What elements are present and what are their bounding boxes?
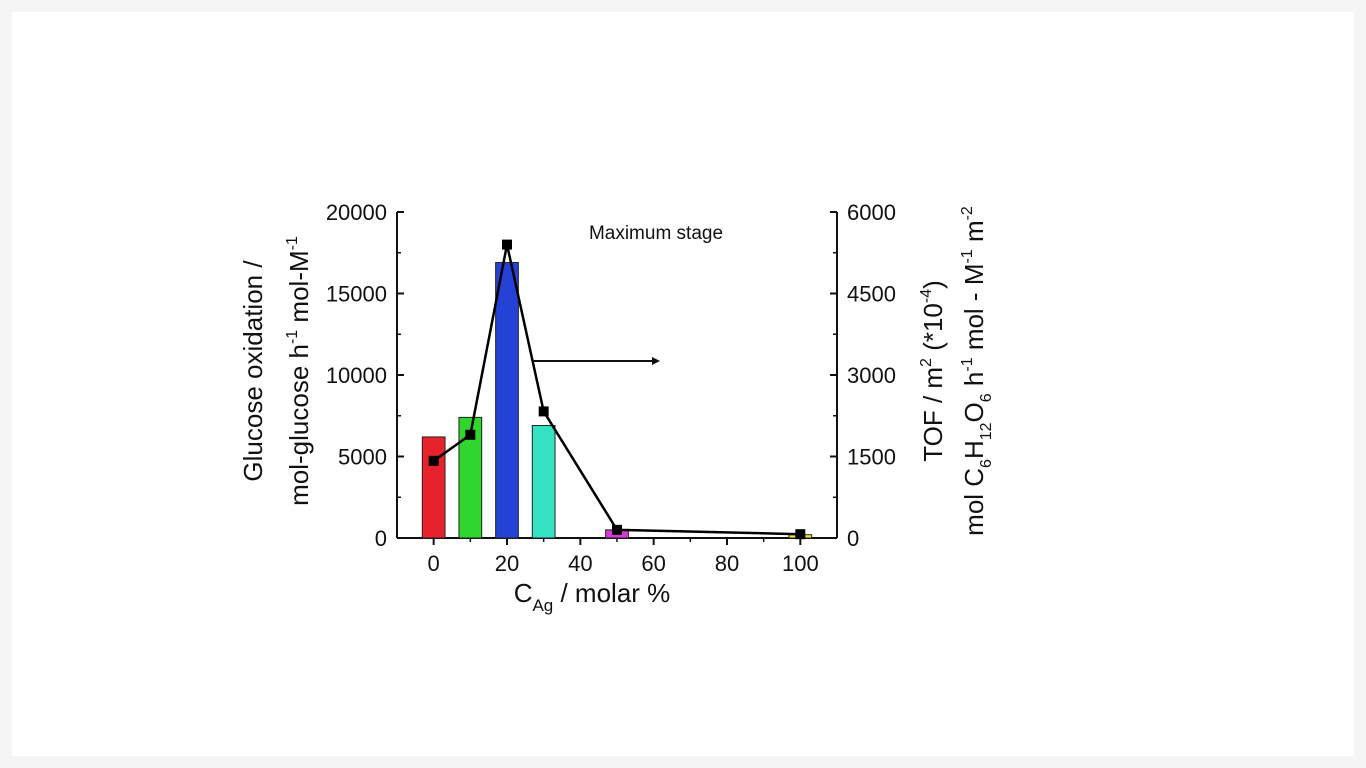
right-label2-sup3: -2 xyxy=(959,206,976,220)
left-tick-label: 20000 xyxy=(326,200,387,225)
x-axis-ticks: 0 20 40 60 80 100 xyxy=(428,538,819,576)
x-tick-label: 60 xyxy=(641,551,665,576)
x-axis-label-main: C xyxy=(514,578,533,608)
tof-point xyxy=(612,524,622,535)
right-label1-sup1: 2 xyxy=(918,358,935,367)
right-tick-label: 6000 xyxy=(847,200,896,225)
bar xyxy=(531,425,556,539)
right-axis-label-line1: TOF / m2 (*10-4) xyxy=(918,280,948,462)
right-label2-f: m xyxy=(959,220,989,249)
tof-line xyxy=(432,244,801,536)
x-tick-label: 100 xyxy=(782,551,819,576)
right-label1-sup2: -4 xyxy=(918,289,935,303)
tof-point xyxy=(795,529,806,540)
annotation-arrow-head xyxy=(652,357,660,365)
right-tick-label: 4500 xyxy=(847,282,896,307)
tof-point xyxy=(538,406,549,417)
right-label2-a: mol C xyxy=(959,468,989,536)
bar xyxy=(495,262,519,539)
right-label2-c: O xyxy=(959,402,989,422)
left-tick-label: 15000 xyxy=(326,282,387,307)
x-tick-label: 40 xyxy=(568,551,592,576)
x-axis-label: CAg / molar % xyxy=(514,578,671,615)
left-tick-label: 10000 xyxy=(326,363,387,388)
right-label1-b: (*10 xyxy=(918,303,948,358)
x-axis-label-sub: Ag xyxy=(532,596,553,615)
left-label2-a: mol-glucose h xyxy=(284,344,314,506)
right-label2-b: H xyxy=(959,440,989,459)
tof-line-series xyxy=(428,239,806,540)
bar xyxy=(421,436,446,539)
right-label2-e: mol - M xyxy=(959,264,989,358)
left-tick-label: 0 xyxy=(375,526,387,551)
right-label2-sub3: 6 xyxy=(978,393,995,402)
x-tick-label: 20 xyxy=(495,551,519,576)
right-label1-a: TOF / m xyxy=(918,367,948,462)
right-tick-label: 3000 xyxy=(847,363,896,388)
right-axis-label-line2: mol C6H12O6 h-1 mol - M-1 m-2 xyxy=(959,206,995,536)
left-label2-sup2: -1 xyxy=(284,236,301,250)
chart: 0 5000 10000 15000 20000 0 1500 3000 4500 6000 0… xyxy=(238,200,995,615)
right-tick-label: 1500 xyxy=(847,445,896,470)
right-label2-sub1: 6 xyxy=(978,459,995,468)
tof-point xyxy=(428,455,439,466)
right-tick-label: 0 xyxy=(847,526,859,551)
x-tick-label: 80 xyxy=(715,551,739,576)
right-label2-sup2: -1 xyxy=(959,249,976,263)
right-label2-sup1: -1 xyxy=(959,357,976,371)
tof-point xyxy=(502,239,512,250)
annotation-text: Maximum stage xyxy=(589,223,723,244)
x-tick-label: 0 xyxy=(428,551,440,576)
x-axis-label-tail: / molar % xyxy=(553,578,670,608)
left-label2-sup1: -1 xyxy=(284,330,301,344)
right-label1-c: ) xyxy=(918,280,948,289)
left-axis-label-line1: Glucose oxidation / xyxy=(238,260,268,482)
left-tick-label: 5000 xyxy=(338,445,387,470)
tof-point xyxy=(465,429,476,440)
bar-series xyxy=(421,262,813,539)
left-axis-ticks: 0 5000 10000 15000 20000 xyxy=(326,200,404,551)
figure-panel: 0 5000 10000 15000 20000 0 1500 3000 4500 6000 0… xyxy=(12,12,1354,756)
right-label2-sub2: 12 xyxy=(978,422,995,440)
right-axis-ticks: 0 1500 3000 4500 6000 xyxy=(830,200,896,551)
bar xyxy=(458,416,483,539)
left-label2-b: mol-M xyxy=(284,250,314,329)
left-axis-label-line2: mol-glucose h-1 mol-M-1 xyxy=(284,236,314,506)
right-label2-d: h xyxy=(959,372,989,394)
